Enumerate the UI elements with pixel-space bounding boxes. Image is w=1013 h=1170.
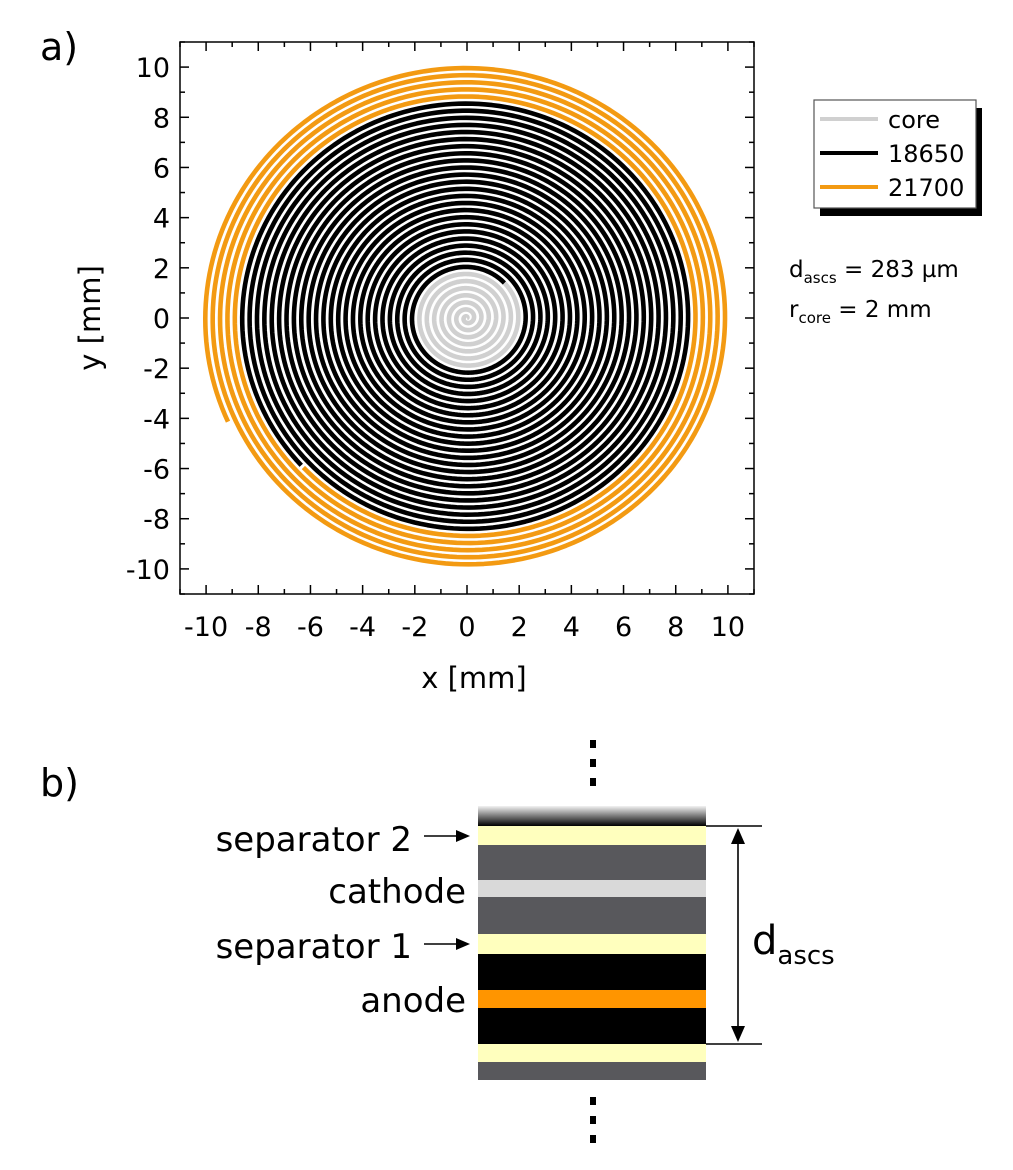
layer-stack <box>478 806 706 1080</box>
x-tick-label: -10 <box>184 612 228 643</box>
panel-b-label: b) <box>40 761 79 805</box>
spiral-series-21700 <box>202 65 728 567</box>
layer-separator-2-repeat <box>478 1044 706 1062</box>
y-tick-label: -10 <box>126 555 170 586</box>
annotation-d-ascs: dascs = 283 µm <box>789 257 959 287</box>
legend-label-21700: 21700 <box>888 174 964 202</box>
y-tick-label: -2 <box>143 354 170 385</box>
y-tick-label: 0 <box>153 304 170 335</box>
x-tick-label: 4 <box>563 612 580 643</box>
spiral-series-core <box>417 271 521 368</box>
x-tick-label: -2 <box>401 612 428 643</box>
axis-ticks: -10 -8 -6 -4 -2 0 2 4 6 8 10 -10 -8 -6 -4 -2 0 2 4 6 8 10 <box>126 41 755 643</box>
ellipsis-bottom <box>590 1097 596 1143</box>
x-tick-label: 0 <box>458 612 475 643</box>
layer-anode-collector <box>478 990 706 1008</box>
layer-cathode-repeat <box>478 1062 706 1080</box>
y-tick-label: 2 <box>153 254 170 285</box>
dimension-label: dascs <box>752 918 835 971</box>
y-tick-label: -4 <box>143 404 170 435</box>
y-tick-label: 6 <box>153 153 170 184</box>
label-anode: anode <box>360 981 466 1021</box>
layer-cathode-collector <box>478 880 706 897</box>
x-tick-label: 2 <box>511 612 528 643</box>
dimension-arrow <box>731 828 745 1042</box>
stack-top-fade <box>478 806 706 826</box>
spiral-series-18650 <box>239 101 691 532</box>
legend-label-core: core <box>888 106 940 134</box>
legend-label-18650: 18650 <box>888 140 964 168</box>
x-tick-label: 10 <box>711 612 745 643</box>
label-separator-1: separator 1 <box>216 927 412 967</box>
label-cathode: cathode <box>328 872 466 912</box>
ellipsis-top <box>590 740 596 786</box>
layer-anode-upper <box>478 954 706 990</box>
x-tick-label: 8 <box>667 612 684 643</box>
arrow-separator-2 <box>424 830 470 842</box>
x-axis-title: x [mm] <box>421 661 527 695</box>
y-tick-label: -6 <box>143 455 170 486</box>
x-tick-label: -8 <box>245 612 272 643</box>
annotation-r-core: rcore = 2 mm <box>789 297 932 327</box>
y-tick-label: -8 <box>143 505 170 536</box>
layer-cathode-upper <box>478 845 706 880</box>
legend: core 18650 21700 <box>813 99 982 216</box>
layer-cathode-lower <box>478 897 706 934</box>
y-tick-label: 8 <box>153 103 170 134</box>
spiral-plot <box>202 65 728 567</box>
layer-separator-2 <box>478 826 706 845</box>
panel-a-label: a) <box>40 25 78 69</box>
x-tick-label: -6 <box>297 612 324 643</box>
label-separator-2: separator 2 <box>216 820 412 860</box>
x-tick-label: -4 <box>349 612 376 643</box>
y-tick-label: 10 <box>136 53 170 84</box>
y-tick-label: 4 <box>153 204 170 235</box>
x-tick-label: 6 <box>615 612 632 643</box>
layer-anode-lower <box>478 1008 706 1044</box>
arrow-separator-1 <box>424 938 470 950</box>
y-axis-title: y [mm] <box>73 265 107 371</box>
layer-separator-1 <box>478 934 706 954</box>
